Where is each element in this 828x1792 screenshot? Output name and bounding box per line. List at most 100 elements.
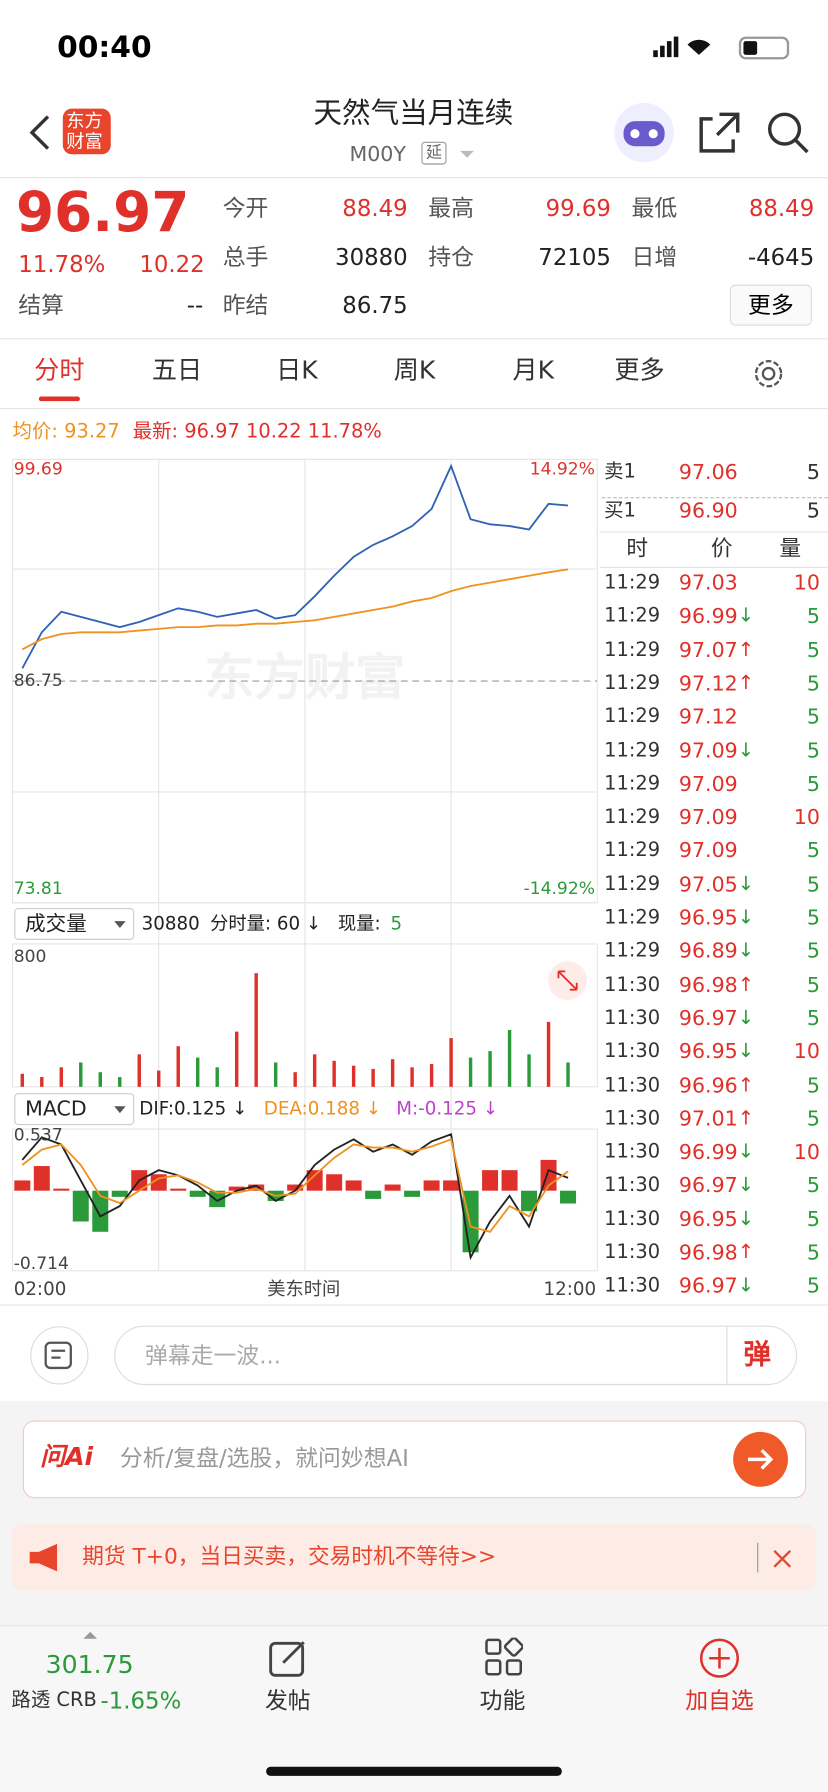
trade-price: 97.12 [678,705,738,730]
x-tick-label: 02:00 [14,1279,67,1300]
trade-price: 96.98 [678,973,738,998]
trade-time: 11:29 [604,872,661,896]
trade-time: 11:30 [604,1274,661,1298]
field-value: 88.49 [748,194,815,222]
panel-info: DEA:0.188 ↓ [264,1099,381,1120]
search-button[interactable] [765,110,811,156]
panel-info: 30880 [142,914,200,935]
y-tick-label: 86.75 [14,671,63,691]
trade-price: 96.95 [678,1040,738,1065]
field-label: 今开 [222,194,269,222]
volume-bar [410,1067,414,1087]
book-price: 97.06 [678,460,738,485]
tab[interactable]: 五日 [151,356,203,386]
volume-bar [546,1021,551,1087]
field-value: -- [186,291,204,319]
dropdown[interactable] [457,146,478,162]
divider [599,531,828,533]
indicator-select[interactable] [14,1093,135,1126]
panel-info: M:-0.125 ↓ [396,1099,498,1120]
trade-qty: 5 [806,973,820,998]
index-change: -1.65% [100,1686,182,1715]
x-axis-label: 美东时间 [267,1279,340,1300]
settings-button[interactable] [751,357,785,391]
tab[interactable]: 更多 [614,356,665,386]
panel-title: 成交量 [25,912,87,936]
volume-bar [157,1070,161,1087]
title: 天然气当月连续 [313,95,514,130]
share-button[interactable] [697,110,743,156]
y-tick-label: -0.714 [14,1254,69,1274]
ai-send[interactable] [732,1431,789,1488]
series-line [21,463,569,669]
field-value: 88.49 [342,194,408,222]
field-value: 72105 [538,243,611,271]
volume-bar [196,1057,200,1087]
danmaku-button[interactable]: 弹 [743,1338,771,1371]
trade-price: 96.98 [678,1241,738,1266]
trade-qty: 5 [806,1274,820,1299]
comment-icon[interactable] [30,1326,89,1385]
last-price: 96.97 [15,180,190,245]
panel-info: 5 [391,914,403,935]
nav-item[interactable]: 加自选 [685,1686,754,1715]
macd-bar [384,1184,401,1191]
field-label: 持仓 [428,243,474,271]
divider [757,1542,759,1573]
trade-price: 96.89 [678,939,738,964]
volume-bar [20,1073,25,1087]
volume-bar [429,1064,434,1087]
more-button[interactable]: 更多 [729,284,812,326]
volume-bar [118,1077,122,1087]
macd-bar [443,1180,460,1191]
ai-avatar[interactable] [612,101,676,165]
trade-qty: 5 [806,939,820,964]
last: 96.97 [184,420,240,444]
trade-arrow: ↓ [737,1040,755,1064]
index-value[interactable]: 301.75 [45,1651,134,1680]
book-qty: 5 [806,499,820,524]
trade-time: 11:30 [604,1207,661,1231]
volume-bar [390,1059,395,1087]
trade-price: 96.97 [678,1274,738,1299]
volume-bar [488,1051,492,1087]
comment-input[interactable]: 弹幕走一波... 弹 [114,1325,798,1386]
trade-time: 11:30 [604,1040,661,1064]
change: 10.22 [139,250,205,278]
nav-item[interactable]: 功能 [479,1686,526,1715]
tab[interactable]: 周K [393,356,436,386]
trade-time: 11:30 [604,973,661,997]
trade-qty: 5 [806,1107,820,1132]
trade-price: 97.03 [678,571,738,596]
y2-tick-label: -14.92% [524,879,595,899]
macd-bar [423,1180,440,1191]
trade-price: 97.09 [678,839,738,864]
x-tick-label: 12:00 [544,1279,597,1300]
tab[interactable]: 分时 [34,356,85,386]
trade-price: 96.97 [678,1174,738,1199]
field-value: 30880 [335,243,408,271]
macd-bar [482,1170,499,1191]
trade-qty: 5 [806,1006,820,1031]
y2-tick-label: 14.92% [530,460,595,480]
trade-price: 96.96 [678,1073,738,1098]
last-label: 最新: [132,420,179,444]
trade-price: 96.99 [678,604,738,629]
indicator-select[interactable] [14,907,135,940]
tab[interactable]: 月K [512,356,555,386]
trade-qty: 5 [806,1073,820,1098]
status-time: 00:40 [57,30,152,66]
volume-bar [254,973,258,1087]
macd-bar [404,1190,421,1197]
trade-price: 97.09 [678,772,738,797]
close-banner[interactable] [771,1547,794,1570]
status-icons [653,36,790,60]
logo-text: 东方 [66,109,103,132]
back-button[interactable] [23,112,57,153]
nav-item[interactable]: 发帖 [264,1686,311,1715]
trade-arrow: ↑ [737,1107,755,1130]
tab[interactable]: 日K [276,356,318,386]
panel-info: DIF:0.125 ↓ [139,1099,247,1120]
ai-input[interactable]: 问Ai 分析/复盘/选股，就问妙想AI [22,1420,807,1499]
banner[interactable]: 期货 T+0，当日买卖，交易时机不等待>> [11,1524,817,1591]
